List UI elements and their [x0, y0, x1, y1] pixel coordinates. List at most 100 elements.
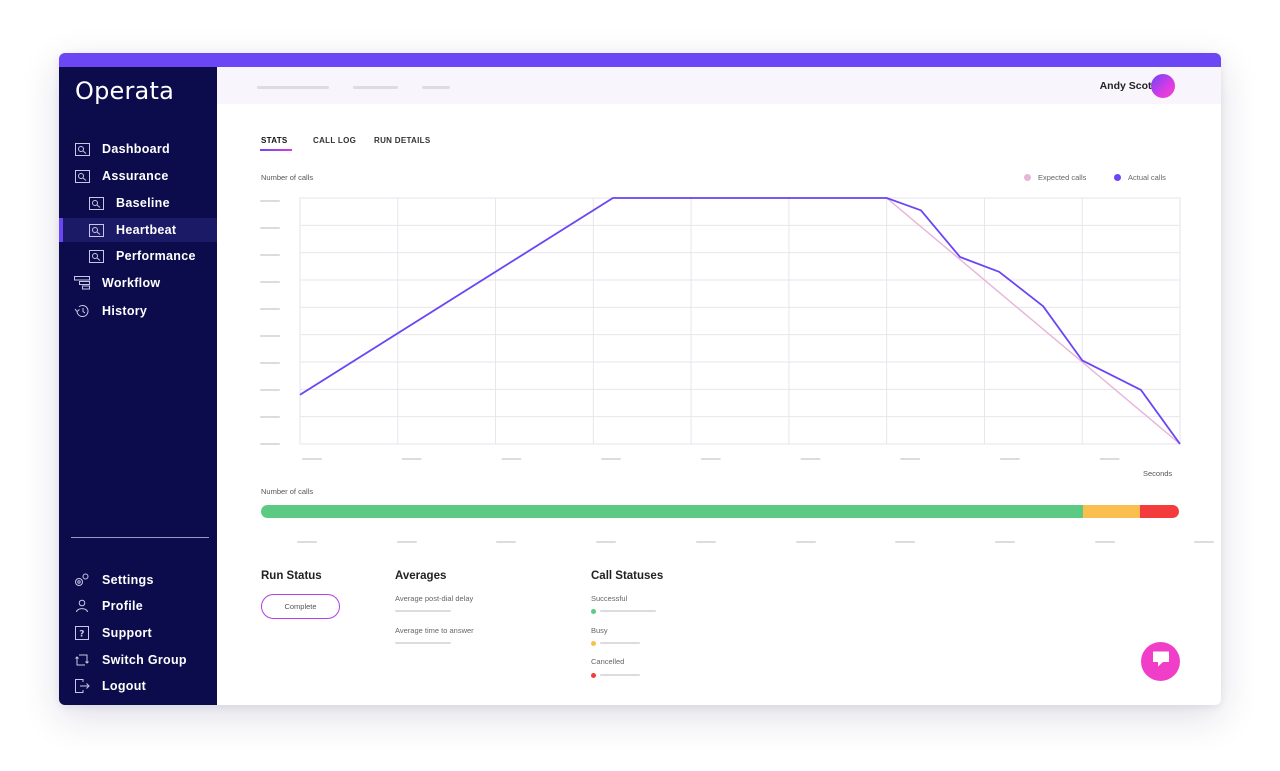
app-logo[interactable]: Operata: [75, 77, 174, 105]
sidebar-item-baseline[interactable]: Baseline: [59, 191, 217, 215]
legend-label: Actual calls: [1128, 173, 1166, 182]
app-window: Operata Dashboard Assurance Baseline Hea…: [59, 53, 1221, 705]
legend-swatch: [1024, 174, 1031, 181]
status-busy-label: Busy: [591, 626, 608, 635]
y-tick-label-placeholder: [260, 389, 280, 391]
legend-item-expected: Expected calls: [1024, 173, 1086, 182]
sidebar-item-label: Switch Group: [102, 653, 187, 667]
averages-title: Averages: [395, 570, 447, 582]
chat-button[interactable]: [1141, 642, 1180, 681]
status-bar-segment-cancelled: [1140, 505, 1179, 518]
avg-time-to-answer-value-placeholder: [395, 642, 451, 644]
sidebar-item-label: Settings: [102, 573, 154, 587]
sidebar: Operata Dashboard Assurance Baseline Hea…: [59, 67, 217, 705]
status-bar-tick-placeholder: [596, 541, 617, 543]
sidebar-item-performance[interactable]: Performance: [59, 244, 217, 268]
logout-icon: [74, 679, 90, 693]
profile-icon: [74, 599, 90, 613]
status-bar-tick-placeholder: [396, 541, 417, 543]
series-line-expected-calls: [299, 197, 1181, 445]
x-tick-label-placeholder: [601, 458, 622, 460]
x-tick-label-placeholder: [800, 458, 821, 460]
avg-post-dial-delay-label: Average post-dial delay: [395, 594, 474, 603]
sidebar-item-assurance[interactable]: Assurance: [59, 164, 217, 188]
call-status-bar: [261, 505, 1179, 518]
y-tick-label-placeholder: [260, 416, 280, 418]
breadcrumb-placeholder: [257, 86, 329, 89]
x-tick-label-placeholder: [1099, 458, 1120, 460]
x-tick-label-placeholder: [501, 458, 522, 460]
status-successful-dot: [591, 609, 596, 614]
sidebar-item-support[interactable]: ? Support: [59, 621, 217, 645]
status-bar-segment-busy: [1082, 505, 1141, 518]
y-tick-label-placeholder: [260, 362, 280, 364]
y-tick-label-placeholder: [260, 335, 280, 337]
sidebar-item-switch-group[interactable]: Switch Group: [59, 648, 217, 672]
status-bar-tick-placeholder: [297, 541, 317, 543]
sidebar-item-label: Performance: [116, 249, 196, 263]
sidebar-item-label: Logout: [102, 679, 147, 693]
breadcrumb-placeholder: [353, 86, 398, 89]
avg-time-to-answer-label: Average time to answer: [395, 626, 474, 635]
user-name[interactable]: Andy Scott: [1099, 80, 1155, 92]
status-successful-value-placeholder: [600, 610, 656, 612]
sidebar-item-profile[interactable]: Profile: [59, 594, 217, 618]
status-bar-tick-placeholder: [496, 541, 517, 543]
legend-label: Expected calls: [1038, 173, 1087, 182]
status-bar-tick-placeholder: [695, 541, 716, 543]
status-bar-tick-placeholder: [795, 541, 816, 543]
performance-icon: [88, 249, 104, 263]
sidebar-item-label: Support: [102, 626, 153, 640]
tab-stats[interactable]: STATS: [261, 136, 288, 145]
status-cancelled-label: Cancelled: [591, 657, 625, 666]
y-tick-label-placeholder: [260, 254, 280, 256]
sidebar-divider: [71, 537, 209, 538]
legend-item-actual: Actual calls: [1114, 173, 1166, 182]
history-icon: [74, 304, 90, 318]
svg-text:?: ?: [79, 630, 85, 640]
workflow-icon: [74, 276, 90, 290]
avg-post-dial-delay-value-placeholder: [395, 610, 451, 612]
sidebar-item-heartbeat[interactable]: Heartbeat: [59, 218, 217, 242]
status-busy-dot: [591, 641, 596, 646]
sidebar-item-history[interactable]: History: [59, 299, 217, 323]
plot-area: [299, 197, 1181, 445]
x-axis-label: Seconds: [1143, 469, 1173, 478]
x-tick-label-placeholder: [302, 458, 322, 460]
y-tick-label-placeholder: [260, 200, 280, 202]
sidebar-item-workflow[interactable]: Workflow: [59, 271, 217, 295]
sidebar-item-label: Heartbeat: [116, 223, 177, 237]
series-line-actual-calls: [299, 197, 1181, 445]
status-bar-tick-placeholder: [895, 541, 916, 543]
sidebar-item-label: Assurance: [102, 169, 169, 183]
assurance-icon: [74, 169, 90, 183]
sidebar-item-logout[interactable]: Logout: [59, 674, 217, 698]
status-bar-segment-successful: [261, 505, 1083, 518]
y-tick-label-placeholder: [260, 443, 280, 445]
legend-swatch: [1114, 174, 1121, 181]
settings-icon: [74, 573, 90, 587]
switch-group-icon: [74, 653, 90, 667]
sidebar-item-settings[interactable]: Settings: [59, 568, 217, 592]
x-tick-label-placeholder: [999, 458, 1020, 460]
dashboard-icon: [74, 142, 90, 156]
support-icon: ?: [74, 626, 90, 640]
run-status-title: Run Status: [261, 570, 322, 582]
status-bar-tick-placeholder: [1094, 541, 1115, 543]
y-axis-label: Number of calls: [261, 173, 314, 182]
y-tick-label-placeholder: [260, 281, 280, 283]
status-bar-tick-placeholder: [994, 541, 1015, 543]
status-cancelled-value-placeholder: [600, 674, 640, 676]
avatar[interactable]: [1151, 74, 1175, 98]
call-statuses-title: Call Statuses: [591, 570, 664, 582]
breadcrumb-placeholder: [422, 86, 450, 89]
y-tick-label-placeholder: [260, 227, 280, 229]
tab-run-details[interactable]: RUN DETAILS: [374, 136, 431, 145]
heartbeat-icon: [88, 223, 104, 237]
sidebar-item-label: Profile: [102, 599, 143, 613]
chat-icon: [1151, 650, 1171, 673]
tab-call-log[interactable]: CALL LOG: [313, 136, 357, 145]
sidebar-item-dashboard[interactable]: Dashboard: [59, 137, 217, 161]
x-tick-label-placeholder: [900, 458, 921, 460]
run-status-badge[interactable]: Complete: [261, 594, 340, 619]
